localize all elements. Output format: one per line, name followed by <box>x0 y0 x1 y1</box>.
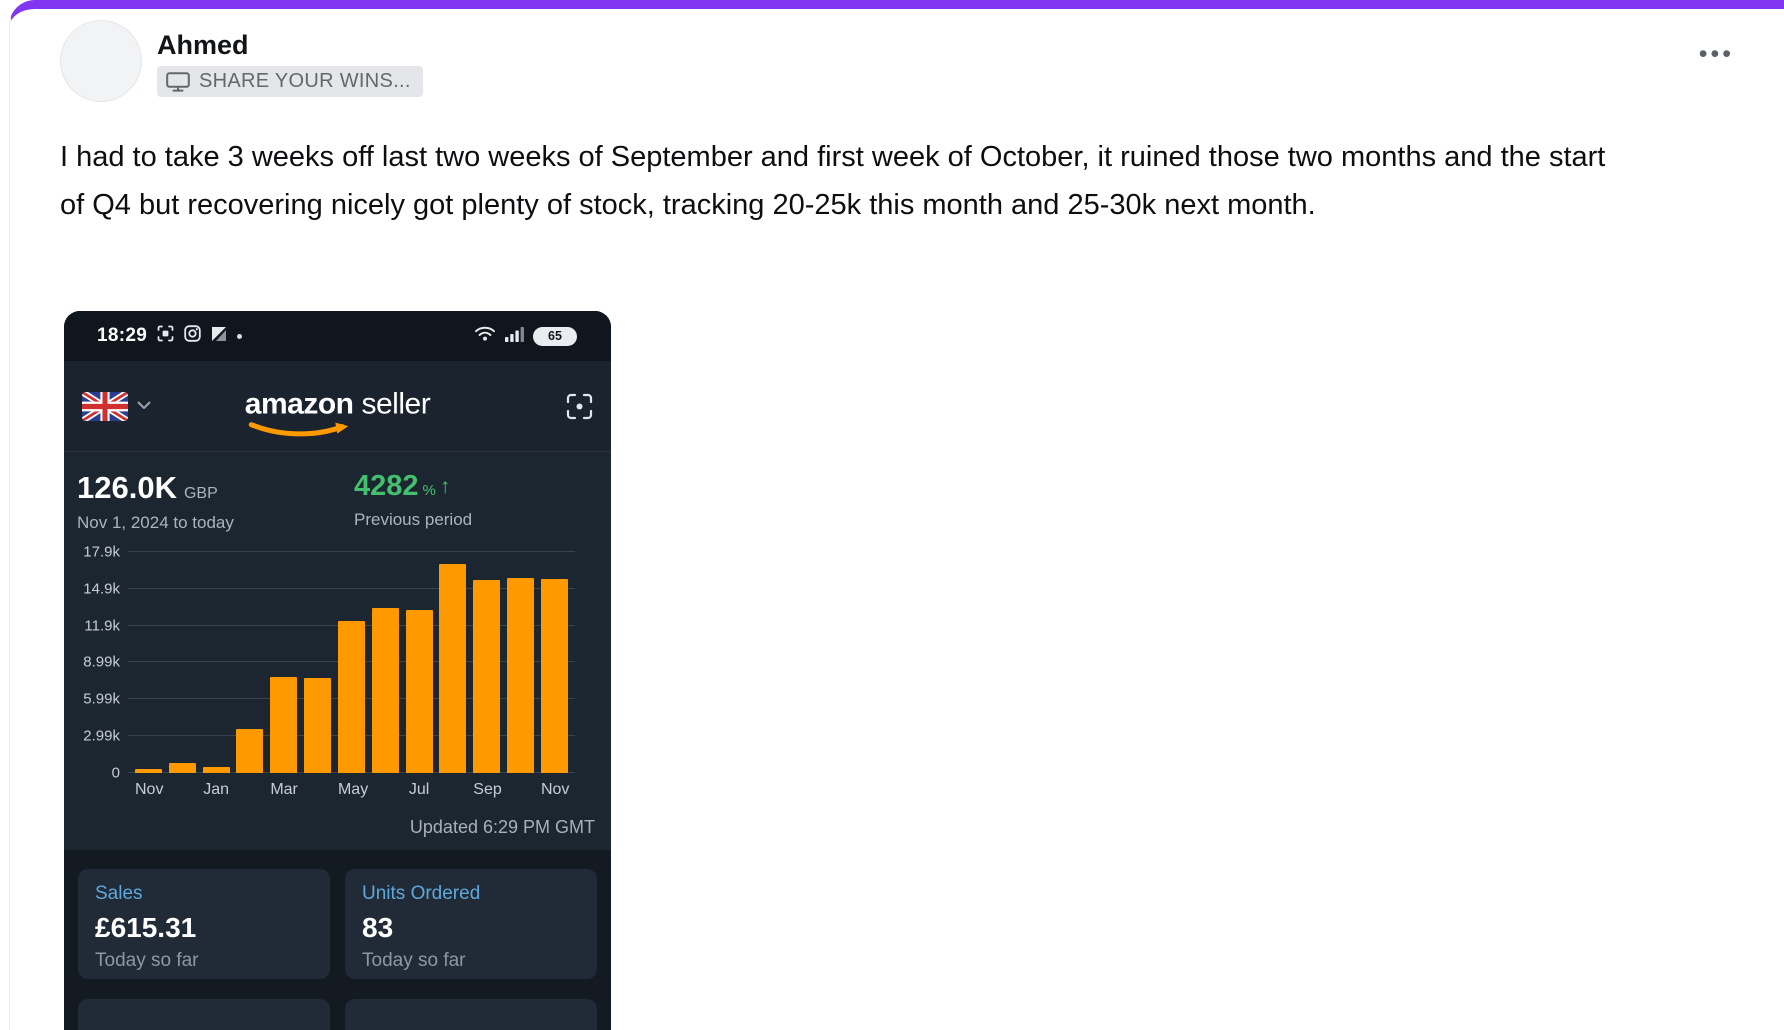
amazon-smile-icon <box>248 422 348 437</box>
amazon-wordmark: amazon <box>245 388 354 437</box>
x-axis-tick-label: Nov <box>540 781 570 798</box>
app-header: amazon seller <box>64 361 611 452</box>
signal-bars-icon <box>505 326 525 347</box>
x-axis-tick-label <box>372 781 399 803</box>
x-axis-tick-label: Sep <box>473 781 502 798</box>
card-title: Sales <box>95 883 143 904</box>
amazon-seller-logo: amazon seller <box>245 387 431 437</box>
card-subtitle: Today so far <box>362 950 466 971</box>
sales-today-card: Sales £615.31 Today so far <box>78 869 330 979</box>
x-axis-tick-label <box>236 781 263 803</box>
chart-xaxis: Nov Jan Mar May Jul Sep Nov <box>128 781 575 803</box>
sales-panel: 126.0K GBP Nov 1, 2024 to today 4282 % ↑… <box>64 452 611 850</box>
change-percent-value: 4282 <box>354 470 419 502</box>
status-bar-right: 65 <box>473 325 577 347</box>
change-block: 4282 % ↑ Previous period <box>354 470 472 533</box>
units-ordered-card: Units Ordered 83 Today so far <box>345 869 597 979</box>
gridline <box>128 588 575 589</box>
author-name[interactable]: Ahmed <box>157 30 249 60</box>
attached-screenshot[interactable]: 18:29 65 <box>64 311 611 1030</box>
currency-label: GBP <box>183 485 218 502</box>
x-axis-tick-label <box>507 781 534 803</box>
avatar[interactable] <box>60 20 142 102</box>
x-axis-tick-label <box>304 781 331 803</box>
y-axis-tick-label: 8.99k <box>83 653 120 671</box>
gallery-app-icon <box>211 326 227 347</box>
chart-bar <box>540 579 568 773</box>
chart-bar <box>507 577 535 773</box>
card-value: £615.31 <box>95 912 197 943</box>
chart-bar <box>371 607 399 773</box>
instagram-icon <box>184 325 201 347</box>
total-sales-block: 126.0K GBP Nov 1, 2024 to today <box>77 470 354 533</box>
post-topic-badge[interactable]: SHARE YOUR WINS... <box>157 66 423 97</box>
x-axis-tick-label: May <box>337 781 369 798</box>
seller-wordmark: seller <box>361 387 431 421</box>
phone-status-bar: 18:29 65 <box>64 311 611 361</box>
post-menu-button[interactable]: ••• <box>1698 40 1734 68</box>
chart-yaxis: 0 2.99k 5.99k 8.99k 11.9k 14.9k 17.9k <box>64 543 120 781</box>
gridline <box>128 550 575 552</box>
x-axis-tick-label <box>169 781 196 803</box>
sales-summary: 126.0K GBP Nov 1, 2024 to today 4282 % ↑… <box>64 452 611 539</box>
chart-bar <box>168 763 196 773</box>
chart-bar <box>135 769 162 773</box>
trend-up-arrow-icon: ↑ <box>439 474 451 498</box>
partially-visible-card <box>78 999 330 1030</box>
marketplace-selector <box>82 391 151 421</box>
post-badge-label: SHARE YOUR WINS... <box>199 70 411 92</box>
chart-bar <box>304 677 332 773</box>
today-stats-section: Sales £615.31 Today so far Units Ordered… <box>64 850 611 1030</box>
chart-plot <box>128 547 575 773</box>
y-axis-tick-label: 0 <box>111 764 120 782</box>
screenshot-icon <box>157 325 174 347</box>
y-axis-tick-label: 5.99k <box>83 690 120 708</box>
chart-bar <box>405 609 433 773</box>
y-axis-tick-label: 2.99k <box>83 727 120 745</box>
wifi-icon <box>473 325 497 347</box>
card-title: Units Ordered <box>362 883 481 904</box>
monitor-icon <box>166 71 190 92</box>
notification-dot-icon <box>237 333 243 339</box>
x-axis-tick-label: Mar <box>270 781 298 798</box>
chart-bars <box>128 547 575 773</box>
battery-icon: 65 <box>533 326 577 346</box>
x-axis-tick-label <box>439 781 466 803</box>
clock-label: 18:29 <box>97 325 148 346</box>
percent-sign: % <box>422 482 436 499</box>
y-axis-tick-label: 11.9k <box>84 617 120 635</box>
partially-visible-card <box>345 999 597 1030</box>
total-sales-value: 126.0K <box>77 470 177 505</box>
uk-flag-icon <box>82 391 128 421</box>
comparison-label: Previous period <box>354 510 473 529</box>
chart-bar <box>473 580 501 773</box>
chart-bar <box>236 728 264 773</box>
status-bar-left: 18:29 <box>97 325 473 347</box>
chart-bar <box>202 767 230 773</box>
y-axis-tick-label: 17.9k <box>83 543 120 561</box>
monthly-sales-chart: 0 2.99k 5.99k 8.99k 11.9k 14.9k 17.9k Nov Jan Ma… <box>64 539 611 811</box>
scan-icon <box>566 393 593 420</box>
card-subtitle: Today so far <box>95 950 199 971</box>
updated-timestamp: Updated 6:29 PM GMT <box>409 817 595 837</box>
chart-bar <box>270 676 298 773</box>
y-axis-tick-label: 14.9k <box>83 580 120 598</box>
chevron-down-icon <box>137 397 151 415</box>
chart-bar <box>439 564 467 773</box>
x-axis-tick-label: Nov <box>135 781 164 798</box>
post-body-text: I had to take 3 weeks off last two weeks… <box>60 141 1606 221</box>
date-range-label: Nov 1, 2024 to today <box>77 513 234 532</box>
chart-bar <box>337 621 365 773</box>
x-axis-tick-label: Jul <box>408 781 430 798</box>
x-axis-tick-label: Jan <box>203 781 230 798</box>
card-value: 83 <box>362 912 394 943</box>
